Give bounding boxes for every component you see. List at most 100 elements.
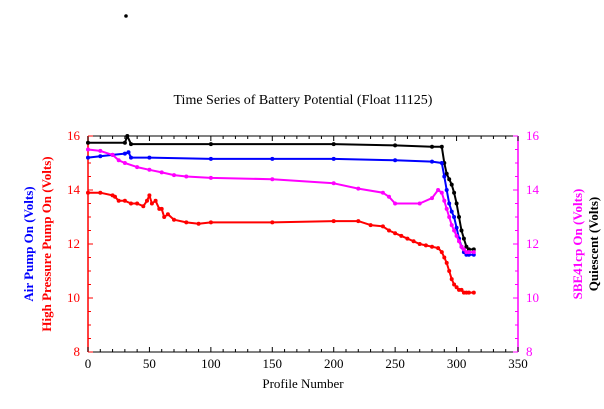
series-point-2 — [444, 206, 449, 211]
series-point-3 — [86, 190, 90, 195]
series-point-0 — [461, 236, 466, 241]
series-point-1 — [449, 209, 454, 214]
x-tick-label: 200 — [324, 356, 344, 371]
series-point-1 — [208, 156, 213, 161]
y-axis-label-high-pressure-pump: High Pressure Pump On (Volts) — [39, 156, 54, 331]
series-point-0 — [444, 171, 449, 176]
series-point-2 — [116, 158, 121, 163]
series-line-3 — [88, 191, 474, 294]
x-tick-label: 150 — [263, 356, 283, 371]
series-point-0 — [452, 190, 457, 195]
series-point-2 — [393, 201, 398, 206]
series-point-3 — [447, 269, 452, 273]
y-axis-label-air-pump: Air Pump On (Volts) — [21, 186, 36, 301]
series-point-0 — [430, 144, 434, 149]
series-point-0 — [449, 182, 454, 187]
y-tick-label: 16 — [67, 128, 81, 143]
series-point-1 — [444, 188, 449, 192]
x-tick-label: 300 — [447, 356, 467, 371]
series-point-3 — [444, 260, 449, 265]
series-point-0 — [459, 228, 464, 233]
series-point-0 — [125, 134, 130, 138]
series-point-3 — [141, 204, 146, 209]
series-point-2 — [122, 161, 127, 165]
series-point-0 — [122, 140, 127, 145]
series-point-2 — [110, 152, 115, 157]
series-point-3 — [149, 201, 154, 206]
series-point-1 — [442, 174, 447, 179]
series-point-3 — [113, 194, 117, 199]
series-point-2 — [147, 167, 152, 172]
series-point-3 — [356, 219, 361, 224]
series-point-2 — [447, 215, 452, 219]
stray-dot-mark — [124, 14, 128, 18]
series-point-1 — [439, 161, 444, 165]
series-point-2 — [331, 181, 336, 186]
series-point-2 — [356, 186, 361, 191]
series-point-1 — [147, 155, 152, 160]
y-tick-label: 14 — [67, 182, 81, 197]
series-point-0 — [86, 140, 90, 145]
series-point-2 — [439, 190, 444, 195]
series-point-1 — [270, 156, 275, 161]
series-point-3 — [405, 236, 410, 241]
series-point-2 — [417, 201, 422, 206]
series-point-0 — [393, 143, 398, 148]
y2-axis-label-quiescent: Quiescent (Volts) — [586, 197, 601, 292]
series-point-3 — [368, 223, 373, 228]
series-point-1 — [126, 150, 131, 155]
series-point-3 — [184, 220, 189, 225]
series-point-2 — [135, 165, 140, 170]
series-point-1 — [98, 154, 103, 159]
y-tick-label: 12 — [67, 236, 80, 251]
series-point-2 — [172, 173, 176, 178]
x-tick-label: 0 — [85, 356, 92, 371]
series-point-3 — [270, 220, 275, 225]
series-point-2 — [184, 174, 189, 179]
series-line-0 — [88, 135, 474, 251]
series-point-3 — [439, 250, 444, 255]
series-point-2 — [471, 250, 476, 255]
series-point-1 — [86, 155, 90, 160]
y2-tick-label: 14 — [526, 182, 540, 197]
chart-title: Time Series of Battery Potential (Float … — [174, 93, 433, 108]
series-point-1 — [393, 158, 398, 163]
series-point-3 — [466, 290, 471, 295]
series-point-1 — [430, 159, 434, 164]
y2-tick-label: 10 — [526, 290, 539, 305]
series-point-3 — [159, 206, 164, 211]
series-point-0 — [129, 142, 133, 147]
x-tick-label: 250 — [385, 356, 405, 371]
series-point-1 — [129, 155, 133, 160]
series-point-3 — [165, 212, 170, 217]
series-point-0 — [208, 142, 213, 147]
series-point-2 — [454, 233, 459, 238]
series-point-3 — [172, 217, 176, 222]
series-point-3 — [380, 224, 385, 229]
series-point-1 — [452, 215, 457, 219]
series-point-3 — [145, 198, 149, 203]
series-point-2 — [159, 170, 164, 175]
x-axis-label: Profile Number — [262, 376, 344, 391]
series-point-2 — [466, 250, 471, 255]
series-point-1 — [447, 201, 452, 206]
series-point-2 — [457, 239, 461, 244]
series-point-2 — [461, 247, 466, 252]
series-point-1 — [122, 151, 127, 156]
series-point-2 — [430, 196, 434, 201]
series-point-3 — [162, 215, 167, 219]
series-point-3 — [135, 201, 140, 206]
series-point-3 — [449, 277, 454, 282]
series-point-3 — [153, 198, 158, 203]
series-point-3 — [452, 282, 457, 287]
series-point-3 — [393, 231, 398, 236]
series-point-3 — [98, 190, 103, 195]
series-point-0 — [457, 215, 461, 219]
series-point-3 — [116, 198, 121, 203]
series-point-1 — [331, 156, 336, 161]
series-point-0 — [454, 201, 459, 206]
y-tick-label: 8 — [74, 344, 81, 359]
series-point-3 — [208, 220, 213, 225]
x-tick-label: 350 — [508, 356, 528, 371]
